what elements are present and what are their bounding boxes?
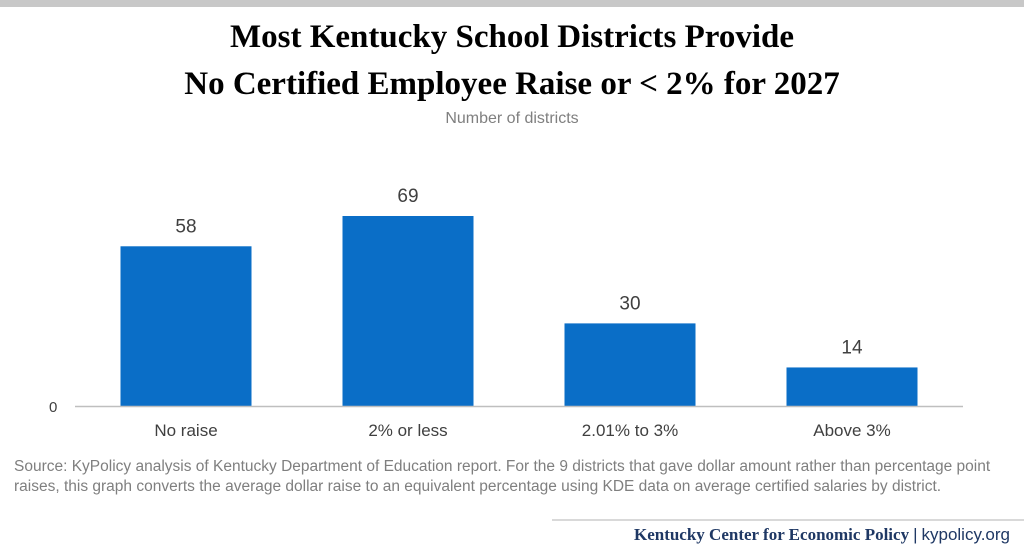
- bar-2: [342, 216, 474, 406]
- footer-website[interactable]: kypolicy.org: [921, 525, 1011, 544]
- y-tick-label-0: 0: [49, 399, 57, 416]
- x-tick-label-4: Above 3%: [813, 421, 891, 440]
- x-tick-label-1: No raise: [154, 421, 217, 440]
- bar-1: [120, 246, 252, 406]
- data-label-4: 14: [841, 337, 863, 358]
- footer-credit: Kentucky Center for Economic Policy | kypo…: [634, 525, 1010, 545]
- chart-title: Most Kentucky School Districts Provide N…: [0, 14, 1024, 108]
- footer-separator: |: [913, 525, 918, 544]
- bar-chart: 58 No raise 69 2% or less 30 2.01% to 3% 14 Abo…: [49, 186, 963, 440]
- x-tick-label-2: 2% or less: [368, 421, 447, 440]
- source-note: Source: KyPolicy analysis of Kentucky De…: [14, 458, 991, 495]
- chart-title-line-2: No Certified Employee Raise or < 2% for …: [184, 66, 840, 102]
- bar-3: [564, 323, 696, 406]
- footer-divider: [552, 519, 1024, 521]
- footer-organization: Kentucky Center for Economic Policy: [633, 525, 910, 544]
- x-tick-label-3: 2.01% to 3%: [582, 421, 678, 440]
- data-label-3: 30: [619, 293, 640, 314]
- bar-4: [786, 367, 918, 406]
- data-label-1: 58: [175, 216, 196, 237]
- chart-title-line-1: Most Kentucky School Districts Provide: [229, 19, 794, 55]
- data-label-2: 69: [397, 186, 418, 207]
- chart-subtitle: Number of districts: [445, 110, 579, 127]
- top-border-bar: [0, 0, 1024, 7]
